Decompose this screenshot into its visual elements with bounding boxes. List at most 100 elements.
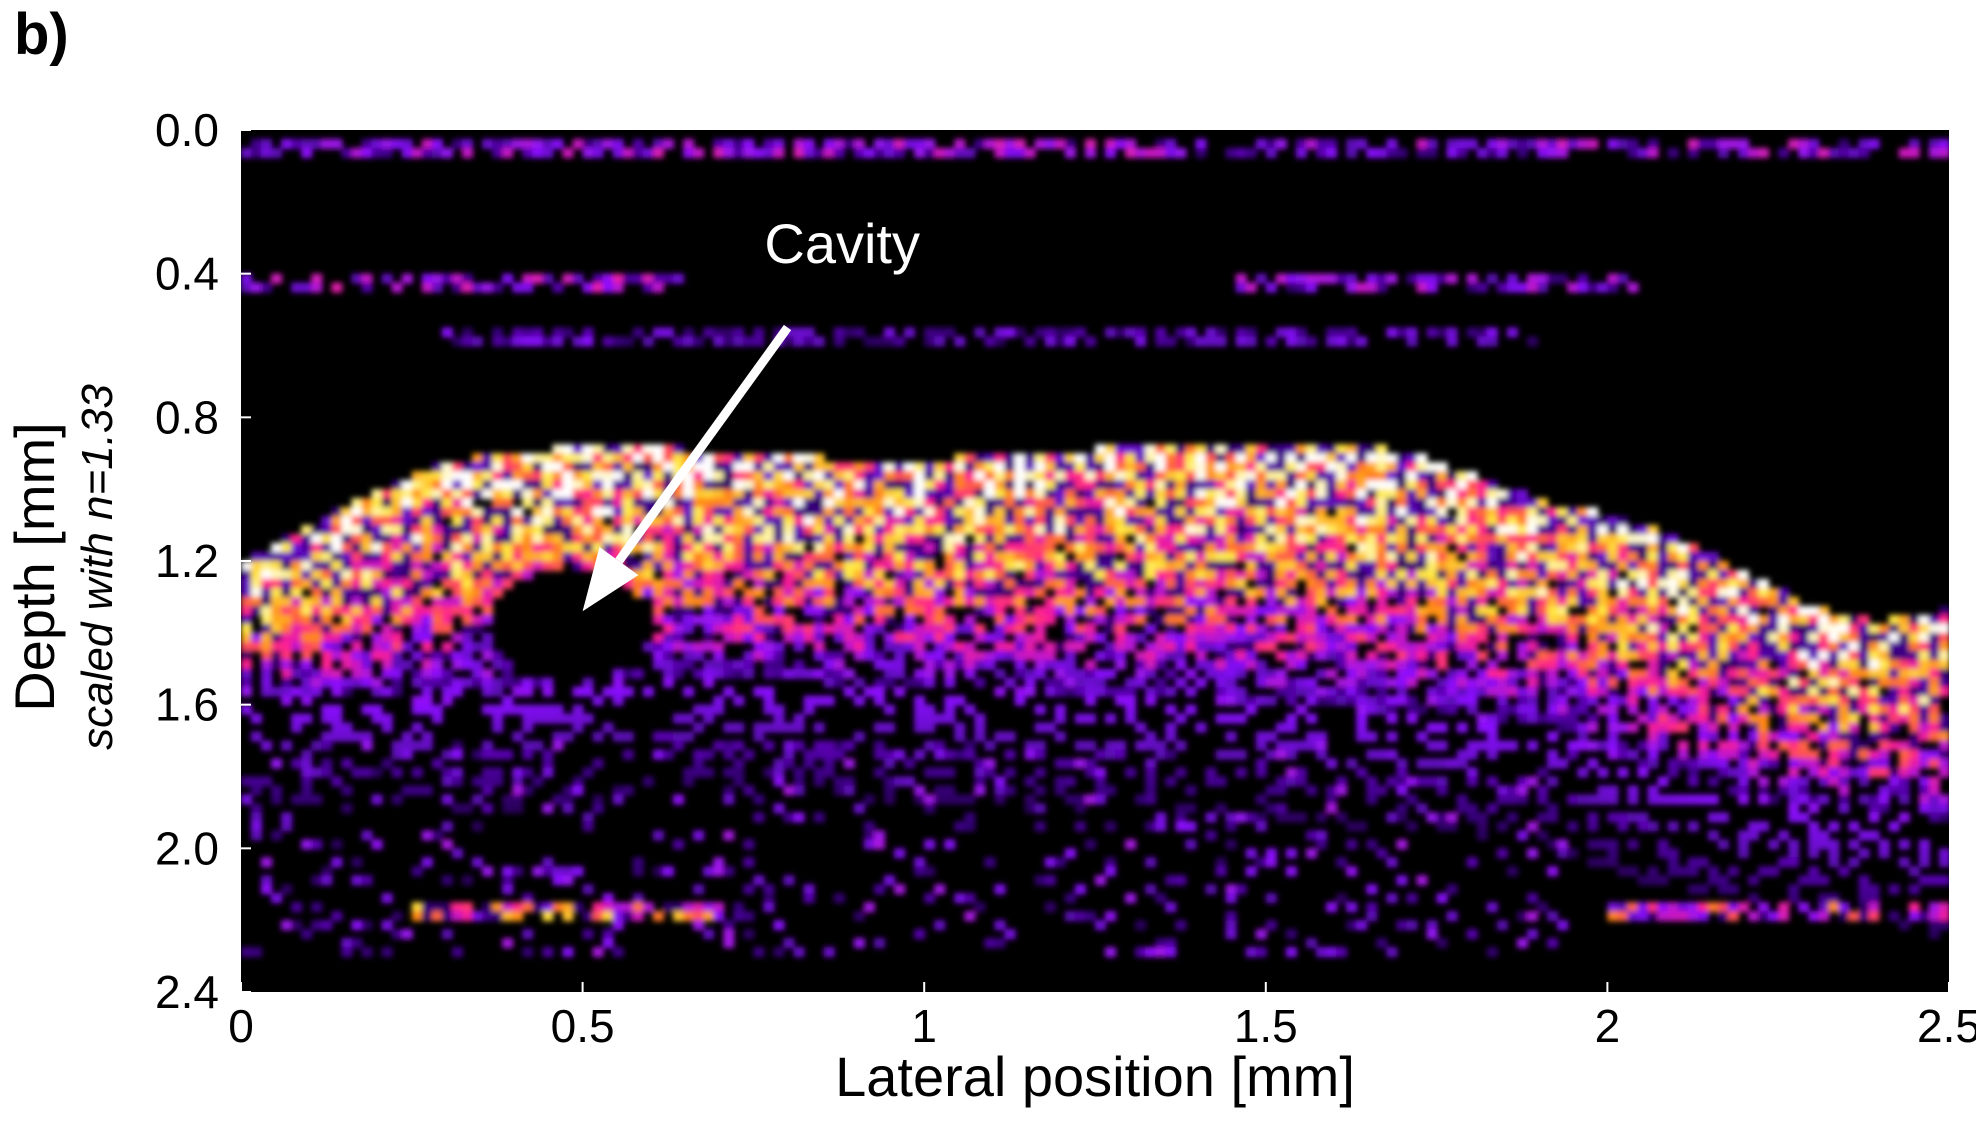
heat-cell: [1456, 596, 1468, 607]
heat-cell: [1145, 596, 1157, 607]
heat-cell: [1336, 489, 1348, 500]
heat-cell: [552, 552, 564, 562]
heat-cell: [1527, 677, 1538, 688]
heat-cell: [1074, 713, 1086, 724]
heat-cell: [1135, 579, 1147, 589]
heat-cell: [703, 668, 715, 679]
heat-cell: [1617, 641, 1629, 652]
heat-cell: [401, 785, 413, 796]
heat-cell: [1416, 534, 1428, 545]
heat-cell: [1306, 489, 1317, 500]
heat-cell: [1155, 534, 1167, 545]
heat-cell: [1728, 785, 1739, 796]
heat-cell: [1858, 830, 1870, 841]
heat-cell: [1145, 794, 1157, 805]
heat-cell: [1014, 605, 1026, 616]
heat-cell: [1235, 534, 1247, 545]
heat-cell: [1416, 587, 1428, 598]
heat-cell: [341, 686, 353, 697]
heat-cell: [311, 605, 323, 616]
heat-cell: [944, 489, 956, 500]
heat-cell: [1386, 489, 1398, 500]
heat-cell: [1677, 794, 1689, 805]
heat-cell: [1717, 740, 1729, 751]
heat-cell: [1798, 713, 1810, 724]
heat-cell: [1115, 659, 1127, 670]
heat-cell: [1728, 579, 1739, 589]
heat-cell: [472, 453, 484, 464]
heat-cell: [381, 596, 393, 607]
heat-cell: [793, 525, 805, 536]
heat-cell: [1285, 516, 1297, 527]
heat-cell: [321, 677, 333, 688]
heat-cell: [572, 489, 584, 500]
heat-cell: [1326, 148, 1338, 158]
heat-cell: [984, 516, 996, 527]
heat-cell: [1858, 623, 1870, 634]
heat-cell: [341, 650, 353, 661]
heat-cell: [863, 839, 875, 850]
heat-cell: [512, 794, 524, 805]
heat-cell: [1215, 444, 1227, 455]
heat-cell: [492, 336, 504, 347]
heat-cell: [954, 722, 966, 733]
heat-cell: [1828, 740, 1840, 751]
heat-cell: [572, 776, 584, 787]
heat-cell: [1687, 561, 1699, 571]
heat-cell: [452, 632, 463, 643]
heat-cell: [1647, 148, 1659, 158]
heat-cell: [1567, 516, 1579, 527]
heat-cell: [1316, 641, 1327, 652]
heat-cell: [823, 471, 835, 482]
heat-cell: [1527, 740, 1538, 751]
heat-cell: [1567, 704, 1579, 715]
heat-cell: [1557, 848, 1569, 859]
heat-cell: [1145, 821, 1157, 832]
heat-cell: [1426, 525, 1438, 536]
heat-cell: [663, 453, 674, 464]
heat-cell: [271, 632, 283, 643]
heat-cell: [1466, 614, 1478, 625]
heat-cell: [813, 605, 825, 616]
heat-cell: [984, 552, 996, 562]
heat-cell: [733, 570, 745, 580]
heat-cell: [582, 139, 594, 149]
heat-cell: [1195, 480, 1207, 491]
heat-cell: [1928, 785, 1940, 796]
heat-cell: [1537, 596, 1549, 607]
heat-cell: [1054, 686, 1066, 697]
heat-cell: [843, 480, 855, 491]
heat-cell: [1175, 821, 1187, 832]
heat-cell: [1537, 677, 1549, 688]
heat-cell: [924, 803, 936, 814]
heat-cell: [1346, 525, 1358, 536]
heat-cell: [1728, 677, 1739, 688]
heat-cell: [703, 462, 715, 473]
heat-cell: [1436, 605, 1448, 616]
heat-cell: [1366, 543, 1378, 553]
heat-cell: [1677, 758, 1689, 769]
heat-cell: [1255, 552, 1267, 562]
heat-cell: [472, 543, 484, 553]
heat-cell: [1486, 659, 1498, 670]
heat-cell: [914, 623, 926, 634]
heat-cell: [944, 596, 956, 607]
heat-cell: [954, 534, 966, 545]
heat-cell: [1135, 525, 1147, 536]
heat-cell: [1446, 148, 1458, 158]
heat-cell: [1728, 686, 1739, 697]
heat-cell: [823, 552, 835, 562]
heat-cell: [813, 623, 825, 634]
heat-cell: [1627, 641, 1639, 652]
heat-cell: [843, 623, 855, 634]
heat-cell: [1808, 659, 1820, 670]
heat-cell: [351, 875, 363, 886]
heat-cell: [974, 596, 986, 607]
heat-cell: [371, 516, 383, 527]
heat-cell: [512, 731, 524, 742]
heat-cell: [1436, 480, 1448, 491]
heat-cell: [683, 650, 695, 661]
heat-cell: [974, 498, 986, 509]
heat-cell: [482, 803, 494, 814]
heat-cell: [1738, 605, 1749, 616]
